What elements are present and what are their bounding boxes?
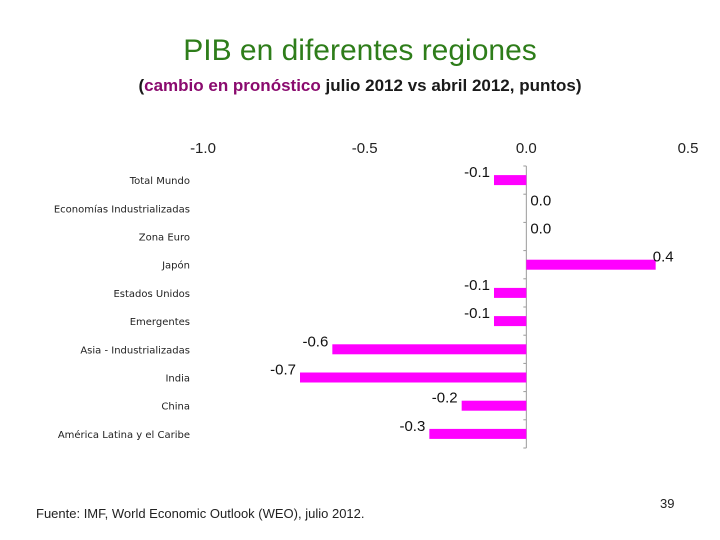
data-label: 0.0 (530, 221, 551, 238)
data-label: -0.1 (464, 164, 490, 181)
bar (461, 400, 527, 411)
bar (526, 259, 656, 270)
data-label: 0.4 (653, 249, 674, 266)
bar (494, 287, 527, 298)
page-number: 39 (660, 496, 675, 511)
x-tick-label: 0.5 (678, 140, 699, 157)
data-label: -0.3 (399, 418, 425, 435)
subtitle-highlight: cambio en pronóstico (144, 76, 321, 95)
x-tick-label: -1.0 (190, 140, 216, 157)
x-tick-label: 0.0 (516, 140, 537, 157)
category-label: Zona Euro (139, 233, 190, 244)
data-label: -0.1 (464, 305, 490, 322)
bar (429, 428, 527, 439)
subtitle-open: ( (138, 76, 145, 95)
category-label: Emergentes (130, 317, 190, 328)
data-label: 0.0 (530, 192, 551, 209)
data-label: -0.7 (270, 362, 296, 379)
category-label: Asia - Industrializadas (80, 345, 190, 356)
category-label: Estados Unidos (113, 289, 190, 300)
category-label: China (161, 402, 190, 413)
bar (332, 344, 527, 355)
category-label: Total Mundo (129, 176, 190, 187)
chart-subtitle: (cambio en pronóstico julio 2012 vs abri… (0, 76, 720, 96)
category-label: Japón (161, 260, 190, 272)
data-label: -0.6 (302, 333, 328, 350)
chart-title: PIB en diferentes regiones (183, 34, 537, 67)
bar (494, 316, 527, 327)
category-label: India (165, 374, 190, 385)
data-label: -0.2 (432, 390, 458, 407)
subtitle-rest: julio 2012 vs abril 2012, puntos) (320, 76, 582, 95)
x-tick-label: -0.5 (352, 140, 378, 157)
category-label: América Latina y el Caribe (58, 429, 190, 441)
bar (300, 372, 527, 383)
source-note: Fuente: IMF, World Economic Outlook (WEO… (36, 506, 365, 521)
category-label: Economías Industrializadas (54, 203, 190, 215)
data-label: -0.1 (464, 277, 490, 294)
bar (494, 175, 527, 186)
